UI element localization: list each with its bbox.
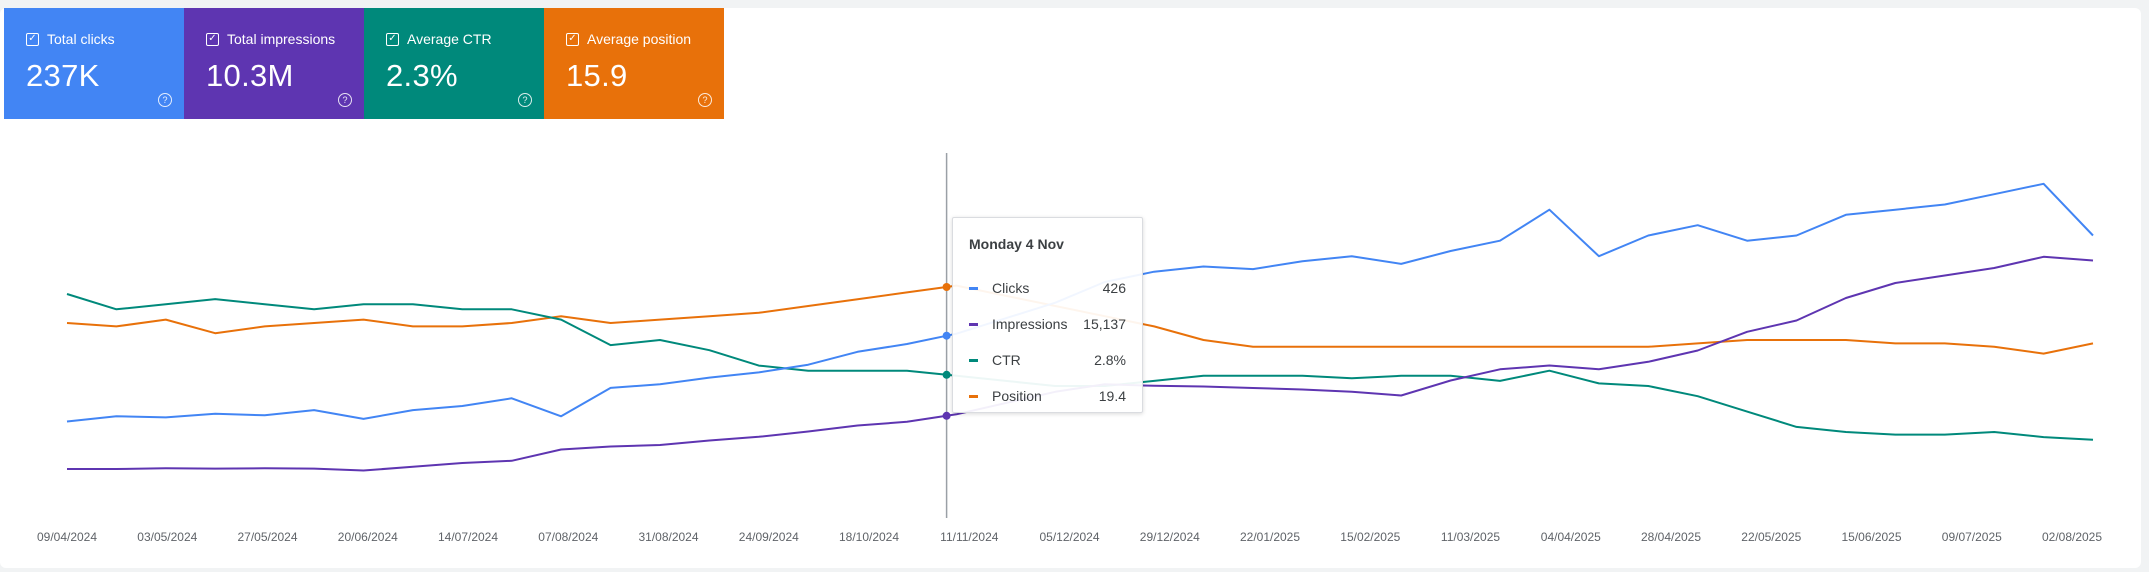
x-tick-label: 07/08/2024 [538,530,598,544]
average-position-card[interactable]: ✓ Average position 15.9? [544,8,724,119]
card-value: 237K [26,58,100,93]
total-clicks-card[interactable]: ✓ Total clicks 237K? [4,8,184,119]
help-icon[interactable]: ? [158,93,172,107]
tooltip-row-ctr: CTR 2.8% [969,342,1126,378]
checkbox-checked-icon[interactable]: ✓ [566,32,579,46]
card-title: ✓ Average CTR [386,30,544,48]
card-value: 2.3% [386,58,458,93]
series-swatch [969,286,978,290]
x-tick-label: 14/07/2024 [438,530,498,544]
card-value: 15.9 [566,58,628,93]
x-tick-label: 28/04/2025 [1641,530,1701,544]
help-icon[interactable]: ? [518,93,532,107]
series-swatch [969,394,978,398]
x-tick-label: 27/05/2024 [237,530,297,544]
x-tick-label: 22/05/2025 [1741,530,1801,544]
x-tick-label: 24/09/2024 [739,530,799,544]
card-title-text: Total impressions [227,31,336,47]
tooltip-label: Impressions [992,316,1068,332]
tooltip-value: 15,137 [1083,316,1126,332]
hover-point-impressions [942,411,951,420]
tooltip-label: Clicks [992,280,1030,296]
checkbox-checked-icon[interactable]: ✓ [206,32,219,46]
performance-panel: ✓ Total clicks 237K? ✓ Total impressions 10.3… [0,8,2141,568]
card-value: 10.3M [206,58,294,93]
tooltip-value: 426 [1102,280,1126,296]
card-title: ✓ Total clicks [26,30,184,48]
x-tick-label: 09/07/2025 [1942,530,2002,544]
x-tick-label: 05/12/2024 [1039,530,1099,544]
card-title-text: Average CTR [407,31,492,47]
x-tick-label: 03/05/2024 [137,530,197,544]
tooltip-row-clicks: Clicks 426 [969,270,1126,306]
card-title: ✓ Total impressions [206,30,364,48]
series-swatch [969,322,978,326]
series-swatch [969,358,978,362]
x-tick-label: 09/04/2024 [37,530,97,544]
card-title-text: Average position [587,31,692,47]
card-title: ✓ Average position [566,30,724,48]
hover-point-position [942,283,951,291]
x-tick-label: 18/10/2024 [839,530,899,544]
x-tick-label: 11/11/2024 [940,530,999,544]
total-impressions-card[interactable]: ✓ Total impressions 10.3M? [184,8,364,119]
hover-point-clicks [942,331,951,340]
checkbox-checked-icon[interactable]: ✓ [26,32,39,46]
tooltip-row-impressions: Impressions 15,137 [969,306,1126,342]
checkbox-checked-icon[interactable]: ✓ [386,32,399,46]
tooltip-value: 19.4 [1098,388,1126,404]
tooltip-date: Monday 4 Nov [969,236,1064,252]
x-tick-label: 02/08/2025 [2042,530,2102,544]
x-tick-label: 20/06/2024 [338,530,398,544]
card-title-text: Total clicks [47,31,115,47]
x-tick-label: 04/04/2025 [1541,530,1601,544]
x-tick-label: 15/02/2025 [1340,530,1400,544]
average-ctr-card[interactable]: ✓ Average CTR 2.3%? [364,8,544,119]
tooltip-row-position: Position 19.4 [969,378,1126,414]
x-tick-label: 11/03/2025 [1441,530,1500,544]
help-icon[interactable]: ? [338,93,352,107]
metric-cards: ✓ Total clicks 237K? ✓ Total impressions 10.3… [4,8,724,119]
x-tick-label: 31/08/2024 [638,530,698,544]
x-tick-label: 15/06/2025 [1841,530,1901,544]
hover-point-ctr [942,370,951,379]
tooltip-label: Position [992,388,1042,404]
chart-tooltip: Monday 4 Nov Clicks 426 Impressions 15,137 C… [952,217,1143,413]
help-icon[interactable]: ? [698,93,712,107]
tooltip-value: 2.8% [1094,352,1126,368]
x-tick-label: 29/12/2024 [1140,530,1200,544]
x-tick-label: 22/01/2025 [1240,530,1300,544]
tooltip-label: CTR [992,352,1021,368]
